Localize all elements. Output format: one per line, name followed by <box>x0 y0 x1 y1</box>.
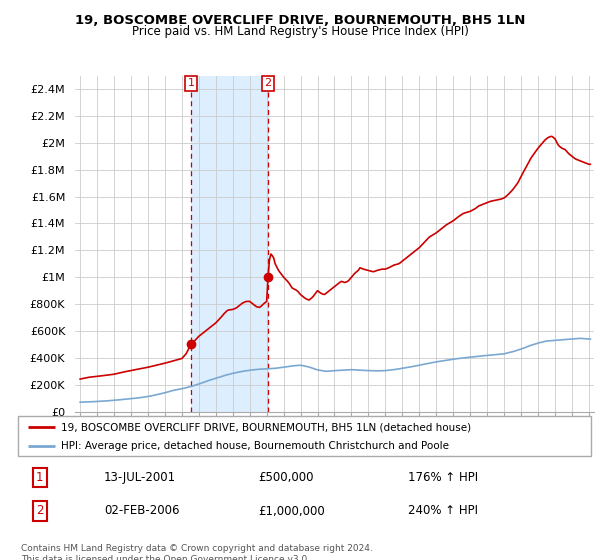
Text: 2: 2 <box>265 78 272 88</box>
Text: £1,000,000: £1,000,000 <box>259 505 325 517</box>
Text: Contains HM Land Registry data © Crown copyright and database right 2024.
This d: Contains HM Land Registry data © Crown c… <box>21 544 373 560</box>
Bar <box>191 76 268 412</box>
Text: 1: 1 <box>188 78 194 88</box>
Text: 176% ↑ HPI: 176% ↑ HPI <box>407 471 478 484</box>
Text: Price paid vs. HM Land Registry's House Price Index (HPI): Price paid vs. HM Land Registry's House … <box>131 25 469 38</box>
Text: HPI: Average price, detached house, Bournemouth Christchurch and Poole: HPI: Average price, detached house, Bour… <box>61 441 449 451</box>
Text: 19, BOSCOMBE OVERCLIFF DRIVE, BOURNEMOUTH, BH5 1LN: 19, BOSCOMBE OVERCLIFF DRIVE, BOURNEMOUT… <box>75 14 525 27</box>
Text: 13-JUL-2001: 13-JUL-2001 <box>104 471 176 484</box>
Text: 2: 2 <box>36 505 44 517</box>
Text: 1: 1 <box>36 471 44 484</box>
Text: 02-FEB-2006: 02-FEB-2006 <box>104 505 179 517</box>
Text: 19, BOSCOMBE OVERCLIFF DRIVE, BOURNEMOUTH, BH5 1LN (detached house): 19, BOSCOMBE OVERCLIFF DRIVE, BOURNEMOUT… <box>61 422 471 432</box>
Text: 240% ↑ HPI: 240% ↑ HPI <box>407 505 478 517</box>
Text: £500,000: £500,000 <box>259 471 314 484</box>
